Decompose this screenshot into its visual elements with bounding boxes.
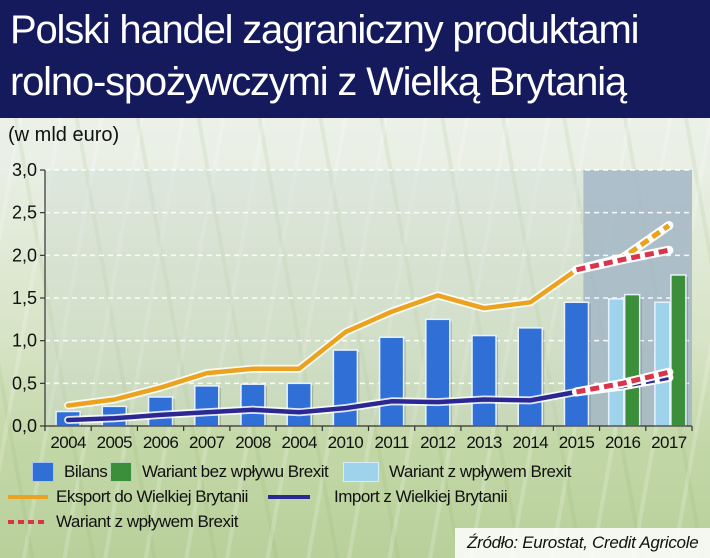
header-banner: Polski handel zagraniczny produktami rol… bbox=[0, 0, 710, 118]
svg-text:2012: 2012 bbox=[420, 433, 456, 452]
legend-label: Import z Wielkiej Brytanii bbox=[334, 487, 508, 506]
svg-text:3,0: 3,0 bbox=[12, 160, 37, 180]
svg-text:1,5: 1,5 bbox=[12, 288, 37, 308]
svg-text:2005: 2005 bbox=[97, 433, 133, 452]
svg-text:2004: 2004 bbox=[281, 433, 317, 452]
svg-text:2008: 2008 bbox=[235, 433, 271, 452]
svg-text:0,0: 0,0 bbox=[12, 416, 37, 436]
legend-item-wariant-z: Wariant z wpływem Brexit bbox=[343, 462, 571, 482]
import-line-icon bbox=[268, 495, 310, 499]
legend-item-import: Import z Wielkiej Brytanii bbox=[268, 487, 508, 507]
svg-text:2016: 2016 bbox=[605, 433, 641, 452]
chart-title: Polski handel zagraniczny produktami rol… bbox=[10, 4, 639, 108]
svg-text:2,5: 2,5 bbox=[12, 203, 37, 223]
chart-plot: 0,0 0,5 1,0 1,5 2,0 2,5 3,0 2004 2005 2006 2007 200… bbox=[12, 160, 693, 452]
source-note: Źródło: Eurostat, Credit Agricole bbox=[455, 528, 710, 558]
unit-label: (w mld euro) bbox=[8, 124, 120, 146]
legend-label: Wariant bez wpływu Brexit bbox=[142, 462, 329, 481]
svg-text:2007: 2007 bbox=[189, 433, 225, 452]
legend-label: Bilans bbox=[64, 462, 108, 481]
svg-text:1,0: 1,0 bbox=[12, 331, 37, 351]
svg-text:2017: 2017 bbox=[651, 433, 687, 452]
title-line-2: rolno-spożywczymi z Wielką Brytanią bbox=[10, 60, 627, 104]
legend-label: Wariant z wpływem Brexit bbox=[56, 512, 238, 531]
line-series bbox=[64, 221, 674, 424]
legend-item-wariant-bez: Wariant bez wpływu Brexit bbox=[110, 462, 329, 482]
svg-text:0,5: 0,5 bbox=[12, 373, 37, 393]
axes: 0,0 0,5 1,0 1,5 2,0 2,5 3,0 2004 2005 2006 2007 200… bbox=[12, 160, 693, 452]
legend-item-brexit-dash: Wariant z wpływem Brexit bbox=[8, 512, 238, 532]
svg-text:2015: 2015 bbox=[559, 433, 595, 452]
svg-text:2010: 2010 bbox=[328, 433, 364, 452]
eksport-line-icon bbox=[8, 495, 48, 499]
legend-label: Wariant z wpływem Brexit bbox=[389, 462, 571, 481]
legend-item-bilans: Bilans bbox=[32, 462, 108, 482]
legend: Bilans Wariant bez wpływu Brexit Wariant… bbox=[0, 452, 710, 558]
title-line-1: Polski handel zagraniczny produktami bbox=[10, 8, 639, 52]
svg-text:2,0: 2,0 bbox=[12, 245, 37, 265]
svg-text:2011: 2011 bbox=[375, 433, 409, 452]
legend-label: Eksport do Wielkiej Brytanii bbox=[56, 487, 248, 506]
wariant-bez-swatch-icon bbox=[110, 462, 132, 482]
svg-text:2014: 2014 bbox=[513, 433, 549, 452]
legend-item-eksport: Eksport do Wielkiej Brytanii bbox=[8, 487, 248, 507]
svg-text:2004: 2004 bbox=[50, 433, 86, 452]
dashed-line-icon bbox=[8, 520, 48, 524]
wariant-z-swatch-icon bbox=[343, 462, 379, 482]
bilans-swatch-icon bbox=[32, 462, 54, 482]
svg-text:2006: 2006 bbox=[143, 433, 179, 452]
svg-text:2013: 2013 bbox=[466, 433, 502, 452]
